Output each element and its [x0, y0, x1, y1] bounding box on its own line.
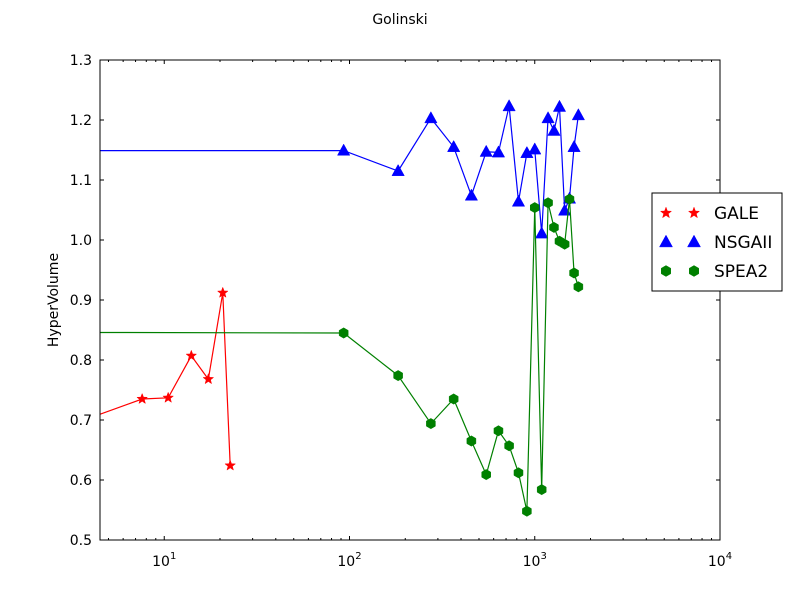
legend-label: SPEA2 — [714, 262, 768, 282]
data-point-gale — [185, 349, 198, 361]
data-point-nsgaii — [391, 163, 405, 176]
legend-item-spea2: SPEA2 — [661, 262, 768, 282]
legend-label: NSGAII — [714, 233, 772, 253]
legend-marker — [659, 206, 673, 219]
data-point-spea2 — [393, 370, 403, 382]
data-point-spea2 — [543, 197, 553, 209]
series-line-spea2 — [100, 199, 579, 512]
x-tick-label: 101 — [152, 551, 176, 570]
data-point-spea2 — [448, 393, 459, 405]
data-point-spea2 — [522, 505, 532, 517]
data-point-nsgaii — [337, 143, 351, 156]
data-point-spea2 — [426, 418, 436, 430]
data-point-spea2 — [564, 193, 575, 205]
data-point-gale — [136, 392, 149, 405]
y-tick-label: 0.6 — [70, 473, 92, 489]
y-tick-label: 1.0 — [70, 233, 92, 249]
y-tick-label: 0.8 — [70, 353, 92, 369]
data-point-nsgaii — [61, 144, 73, 155]
data-point-nsgaii — [552, 99, 567, 112]
legend-item-gale: GALE — [659, 204, 759, 224]
data-point-spea2 — [466, 435, 477, 447]
data-point-nsgaii — [424, 111, 438, 124]
series-line-nsgaii — [100, 106, 579, 234]
data-point-nsgaii — [479, 144, 493, 157]
data-point-nsgaii — [511, 194, 526, 207]
legend-label: GALE — [714, 204, 759, 224]
y-tick-label: 0.5 — [70, 533, 92, 549]
data-point-gale — [202, 372, 215, 385]
data-point-gale — [162, 391, 175, 403]
y-axis-label: HyperVolume — [46, 253, 62, 347]
data-point-spea2 — [63, 327, 72, 337]
axis-ticks: 0.5 0.6 0.7 0.8 0.9 1.0 1.1 1.2 1.3 101 102 103 104 — [70, 53, 732, 570]
data-point-nsgaii — [447, 139, 461, 152]
x-tick-label: 102 — [337, 551, 361, 570]
data-point-nsgaii — [535, 226, 549, 239]
series-spea2 — [63, 193, 584, 517]
data-point-spea2 — [481, 469, 491, 481]
legend-marker — [687, 234, 701, 248]
chart-title: Golinski — [372, 12, 427, 28]
legend-marker — [661, 265, 671, 277]
series-nsgaii — [61, 99, 585, 239]
data-point-spea2 — [549, 221, 559, 233]
x-tick-label: 103 — [523, 551, 547, 570]
data-point-spea2 — [529, 202, 540, 214]
data-point-nsgaii — [502, 99, 516, 112]
legend: GALE NSGAII SPEA2 — [651, 192, 783, 292]
series-layer — [61, 99, 585, 517]
legend-item-nsgaii: NSGAII — [659, 233, 772, 253]
data-point-spea2 — [513, 467, 524, 479]
x-tick-label: 104 — [708, 551, 732, 570]
data-point-gale — [224, 459, 237, 471]
data-point-spea2 — [569, 267, 579, 279]
data-point-nsgaii — [571, 108, 585, 121]
y-tick-label: 1.1 — [70, 173, 92, 189]
data-point-nsgaii — [464, 188, 478, 201]
data-point-nsgaii — [491, 145, 506, 158]
legend-box — [651, 192, 783, 292]
y-tick-label: 1.2 — [70, 113, 92, 129]
data-point-gale — [216, 286, 229, 298]
legend-marker — [689, 265, 699, 277]
data-point-nsgaii — [567, 139, 581, 152]
series-gale — [100, 286, 237, 471]
data-point-nsgaii — [547, 123, 561, 136]
data-point-spea2 — [536, 484, 547, 496]
data-point-spea2 — [559, 238, 570, 250]
legend-marker — [659, 234, 673, 248]
data-point-spea2 — [573, 281, 584, 293]
data-point-spea2 — [338, 327, 349, 339]
data-point-spea2 — [493, 425, 504, 437]
data-point-nsgaii — [541, 111, 555, 124]
data-point-nsgaii — [528, 142, 542, 155]
y-tick-label: 0.7 — [70, 413, 92, 429]
data-point-spea2 — [504, 440, 514, 452]
legend-marker — [687, 206, 701, 219]
y-tick-label: 1.3 — [70, 53, 92, 69]
y-tick-label: 0.9 — [70, 293, 92, 309]
plot-frame — [99, 59, 721, 541]
